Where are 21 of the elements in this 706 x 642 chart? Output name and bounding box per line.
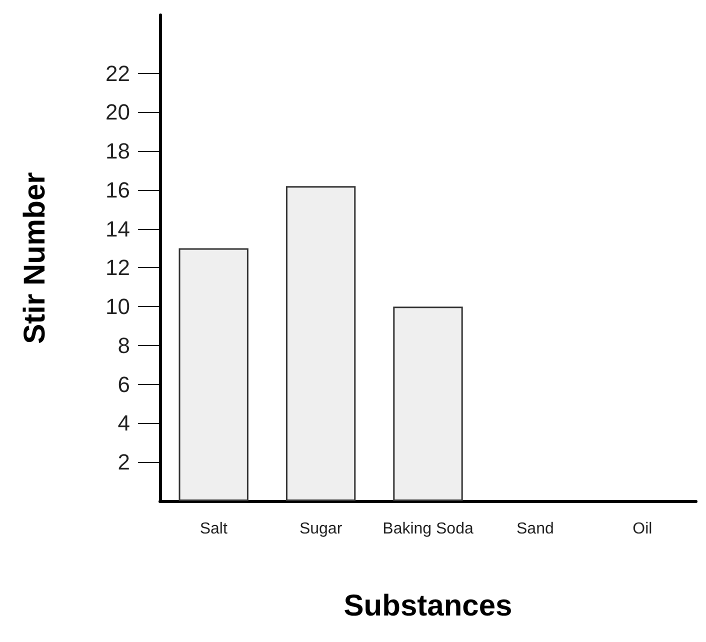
x-tick-label: Oil: [632, 520, 652, 538]
x-tick-label: Sand: [516, 520, 554, 538]
y-tick-label: 20: [106, 100, 130, 125]
y-tick-label: 2: [118, 450, 130, 475]
y-tick-label: 22: [106, 60, 130, 86]
y-tick-label: 18: [106, 138, 130, 164]
y-tick-label: 8: [118, 332, 130, 358]
y-tick-label: 16: [106, 177, 130, 202]
y-axis-title: Stir Number: [18, 172, 52, 344]
bar: [178, 248, 248, 501]
y-tick-label: 4: [118, 410, 130, 436]
y-tick-label: 10: [106, 294, 130, 320]
x-tick-label: Sugar: [299, 520, 343, 538]
x-tick-label: Baking Soda: [382, 520, 474, 538]
y-tick-label: 6: [118, 372, 130, 397]
bar: [393, 306, 463, 501]
x-tick-label: Salt: [200, 520, 228, 538]
x-axis-title: Substances: [344, 590, 512, 622]
y-tick-label: 14: [106, 216, 130, 242]
bar: [286, 186, 356, 501]
y-tick-label: 12: [106, 255, 130, 280]
